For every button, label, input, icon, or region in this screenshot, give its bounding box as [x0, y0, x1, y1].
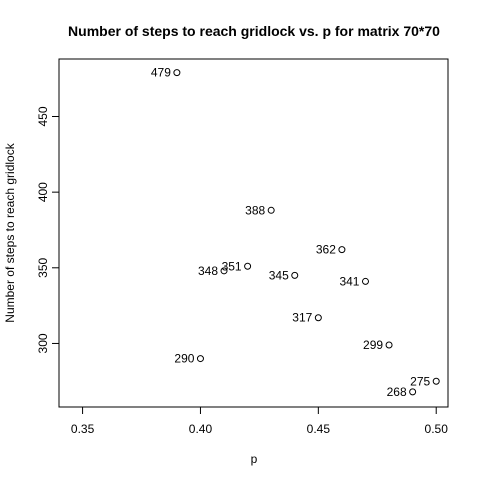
x-tick-label: 0.35	[71, 422, 95, 436]
point-label: 299	[363, 338, 383, 352]
data-point	[409, 388, 417, 396]
data-point	[244, 262, 252, 270]
x-tick-label: 0.45	[307, 422, 331, 436]
point-label: 345	[269, 268, 289, 282]
point-label: 317	[292, 311, 312, 325]
y-tick-label: 400	[36, 182, 50, 202]
data-point	[196, 355, 204, 363]
y-tick-label: 300	[36, 333, 50, 353]
data-point	[385, 341, 393, 349]
point-label: 348	[198, 264, 218, 278]
data-point	[338, 246, 346, 254]
data-point	[173, 69, 181, 77]
x-tick-label: 0.50	[425, 422, 449, 436]
x-tick-label: 0.40	[189, 422, 213, 436]
y-axis-label: Number of steps to reach gridlock	[3, 142, 17, 322]
data-point	[432, 377, 440, 385]
y-axis: 300 350 400 450	[36, 106, 60, 353]
data-point	[314, 314, 322, 322]
x-axis-label: p	[251, 452, 258, 466]
point-label: 268	[387, 385, 407, 399]
point-label: 341	[339, 274, 359, 288]
plot-frame	[58, 58, 449, 408]
point-label: 275	[410, 374, 430, 388]
x-axis: 0.35 0.40 0.45 0.50	[71, 406, 449, 436]
data-point	[267, 206, 275, 214]
point-label: 351	[222, 259, 242, 273]
data-point	[361, 277, 369, 285]
data-point	[220, 267, 228, 275]
point-label: 362	[316, 243, 336, 257]
point-label: 290	[174, 352, 194, 366]
data-point	[291, 271, 299, 279]
y-tick-label: 350	[36, 257, 50, 277]
chart-title: Number of steps to reach gridlock vs. p …	[68, 23, 440, 39]
point-label: 479	[151, 66, 171, 80]
y-tick-label: 450	[36, 106, 50, 126]
point-label: 388	[245, 203, 265, 217]
